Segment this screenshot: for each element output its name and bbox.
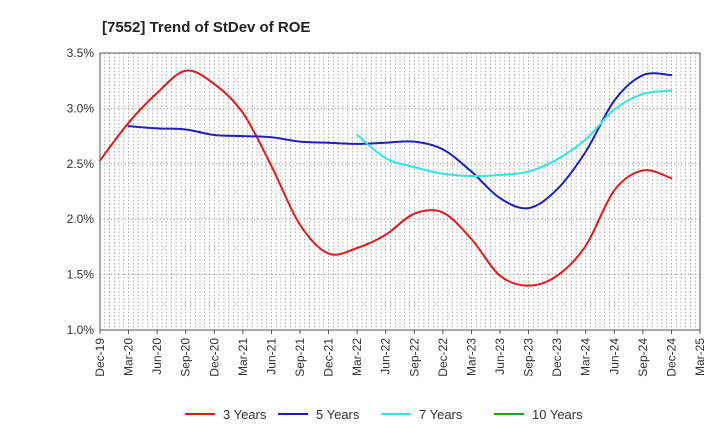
legend: 3 Years 5 Years 7 Years 10 Years — [185, 407, 583, 422]
chart-title: [7552] Trend of StDev of ROE — [102, 19, 310, 36]
legend-label: 3 Years — [223, 407, 267, 422]
legend-label: 7 Years — [419, 407, 463, 422]
y-tick-label: 2.0% — [67, 212, 95, 226]
y-tick-label: 3.5% — [67, 46, 95, 60]
x-tick-label: Jun-23 — [493, 338, 507, 375]
x-tick-label: Mar-22 — [350, 338, 364, 376]
series-line-3-years — [99, 69, 673, 287]
plot-area: 1.0% 1.5% 2.0% 2.5% 3.0% 3.5% Dec-19 Mar-20 Jun-… — [67, 46, 707, 377]
x-tick-label: Dec-24 — [664, 338, 678, 377]
x-tick-label: Dec-20 — [207, 338, 221, 377]
x-tick-label: Dec-22 — [436, 338, 450, 377]
plot-frame — [99, 52, 701, 331]
x-tick-label: Mar-21 — [236, 338, 250, 376]
x-tick-label: Sep-24 — [636, 338, 650, 377]
y-tick-label: 1.0% — [67, 323, 95, 337]
y-tick-label: 3.0% — [67, 101, 95, 115]
x-tick-label: Sep-21 — [293, 338, 307, 377]
y-tick-label: 1.5% — [67, 268, 95, 282]
legend-label: 5 Years — [316, 407, 360, 422]
x-tick-label: Sep-23 — [522, 338, 536, 377]
x-tick-label: Jun-24 — [607, 338, 621, 375]
x-tick-label: Dec-21 — [322, 338, 336, 377]
x-tick-label: Jun-20 — [150, 338, 164, 375]
series-line-7-years — [356, 89, 673, 178]
x-tick-label: Mar-24 — [579, 338, 593, 376]
x-tick-label: Dec-23 — [550, 338, 564, 377]
x-tick-label: Jun-22 — [379, 338, 393, 375]
x-tick-label: Jun-21 — [264, 338, 278, 375]
y-tick-label: 2.5% — [67, 157, 95, 171]
x-tick-label: Mar-20 — [122, 338, 136, 376]
x-tick-label: Sep-22 — [407, 338, 421, 377]
legend-label: 10 Years — [532, 407, 583, 422]
x-tick-label: Mar-25 — [693, 338, 707, 376]
x-tick-label: Mar-23 — [464, 338, 478, 376]
x-tick-label: Sep-20 — [179, 338, 193, 377]
x-tick-label: Dec-19 — [93, 338, 107, 377]
series-line-5-years — [127, 72, 673, 210]
